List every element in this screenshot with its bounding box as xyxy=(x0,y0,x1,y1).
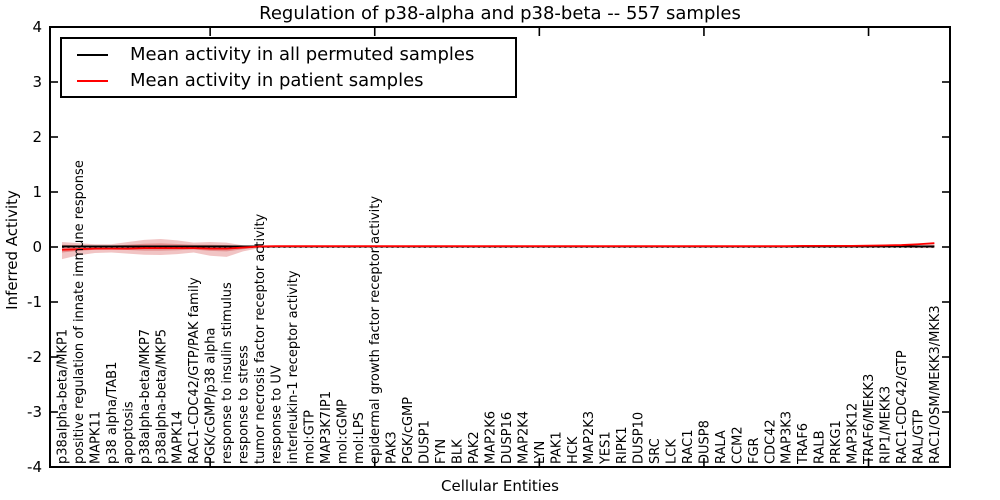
legend-item-patient: Mean activity in patient samples xyxy=(62,70,515,91)
x-tick-label: interleukin-1 receptor activity xyxy=(286,270,301,464)
x-tick-label: MAP2K4 xyxy=(516,411,531,464)
legend-label-permuted: Mean activity in all permuted samples xyxy=(130,44,475,65)
y-tick-label: 1 xyxy=(32,183,42,201)
x-tick-label: mol:GTP xyxy=(302,410,317,464)
x-tick-label: MAP3K12 xyxy=(846,403,861,464)
x-tick-label: DUSP8 xyxy=(697,420,712,464)
x-tick-label: MAP2K3 xyxy=(582,411,597,464)
y-tick-label: 4 xyxy=(32,18,42,36)
x-axis-label: Cellular Entities xyxy=(441,477,559,495)
x-tick-label: RALB xyxy=(813,430,828,464)
chart-title: Regulation of p38-alpha and p38-beta -- … xyxy=(259,3,741,24)
x-tick-label: PAK3 xyxy=(385,431,400,464)
x-tick-label: response to stress xyxy=(237,345,252,464)
series-line-patient xyxy=(61,242,935,251)
x-tick-label: MAP3K7IP1 xyxy=(319,391,334,464)
patient-line-sample-icon xyxy=(77,79,108,82)
x-tick-label: response to insulin stimulus xyxy=(220,282,235,464)
x-tick-label: FGR xyxy=(747,437,762,464)
x-tick-label: PRKG1 xyxy=(829,420,844,464)
x-tick-label: response to UV xyxy=(269,365,284,464)
uncertainty-band-outer xyxy=(62,239,935,260)
x-tick-label: mol:cGMP xyxy=(335,399,350,464)
y-tick-label: -2 xyxy=(27,348,42,366)
x-tick-label: epidermal growth factor receptor activit… xyxy=(368,196,383,464)
x-tick-label: RAC1-CDC42/GTP xyxy=(895,350,910,464)
x-tick-label: LYN xyxy=(533,441,548,464)
x-tick-label: DUSP10 xyxy=(632,412,647,464)
x-tick-label: MAPK11 xyxy=(88,411,103,464)
x-tick-label: RIPK1 xyxy=(615,426,630,464)
x-tick-label: CCM2 xyxy=(730,426,745,464)
x-tick-label: positive regulation of innate immune res… xyxy=(72,160,87,464)
y-tick-label: -3 xyxy=(27,403,42,421)
x-tick-label: CDC42 xyxy=(763,419,778,464)
x-tick-label: DUSP16 xyxy=(500,412,515,464)
x-tick-label: PAK2 xyxy=(467,431,482,464)
x-tick-label: TRAF6/MEKK3 xyxy=(862,374,877,465)
x-tick-label: FYN xyxy=(434,439,449,464)
x-tick-label: MAPK14 xyxy=(171,411,186,464)
x-tick-label: mol:LPS xyxy=(352,412,367,464)
y-tick-label: 0 xyxy=(32,238,42,256)
y-tick-label: 2 xyxy=(32,128,42,146)
x-tick-label: YES1 xyxy=(599,431,614,465)
y-tick-label: -1 xyxy=(27,293,42,311)
x-tick-label: RALA xyxy=(714,430,729,464)
x-tick-label: RAC1-CDC42/GTP/PAK family xyxy=(187,277,202,464)
x-tick-label: PGK/cGMP xyxy=(401,397,416,464)
x-tick-label: MAP2K6 xyxy=(483,411,498,464)
x-tick-label: MAP3K3 xyxy=(780,411,795,464)
permuted-line-sample-icon xyxy=(77,53,108,56)
legend-item-permuted: Mean activity in all permuted samples xyxy=(62,44,515,65)
y-axis-label: Inferred Activity xyxy=(3,190,21,310)
x-tick-label: DUSP1 xyxy=(418,420,433,464)
legend: Mean activity in all permuted samples Me… xyxy=(60,37,517,98)
legend-label-patient: Mean activity in patient samples xyxy=(130,70,424,91)
x-tick-label: p38alpha-beta/MKP1 xyxy=(56,329,71,464)
x-tick-label: LCK xyxy=(665,439,680,464)
x-tick-label: TRAF6 xyxy=(796,423,811,465)
x-tick-label: SRC xyxy=(648,438,663,464)
x-tick-label: PGK/cGMP/p38 alpha xyxy=(204,328,219,464)
x-tick-label: p38alpha-beta/MKP5 xyxy=(154,329,169,464)
x-tick-label: tumor necrosis factor receptor activity xyxy=(253,213,268,464)
x-tick-label: RAC1/OSM/MEKK3/MKK3 xyxy=(928,305,943,464)
x-tick-label: RIP1/MEKK3 xyxy=(879,386,894,464)
y-tick-label: -4 xyxy=(27,458,42,476)
x-tick-label: RAL/GTP xyxy=(911,409,926,464)
x-tick-label: HCK xyxy=(566,436,581,464)
x-tick-label: PAK1 xyxy=(549,431,564,464)
y-tick-label: 3 xyxy=(32,73,42,91)
x-tick-label: BLK xyxy=(451,439,466,464)
x-tick-label: RAC1 xyxy=(681,429,696,464)
x-tick-label: apoptosis xyxy=(121,401,136,464)
x-tick-label: p38 alpha/TAB1 xyxy=(105,362,120,464)
x-tick-label: p38alpha-beta/MKP7 xyxy=(138,329,153,464)
